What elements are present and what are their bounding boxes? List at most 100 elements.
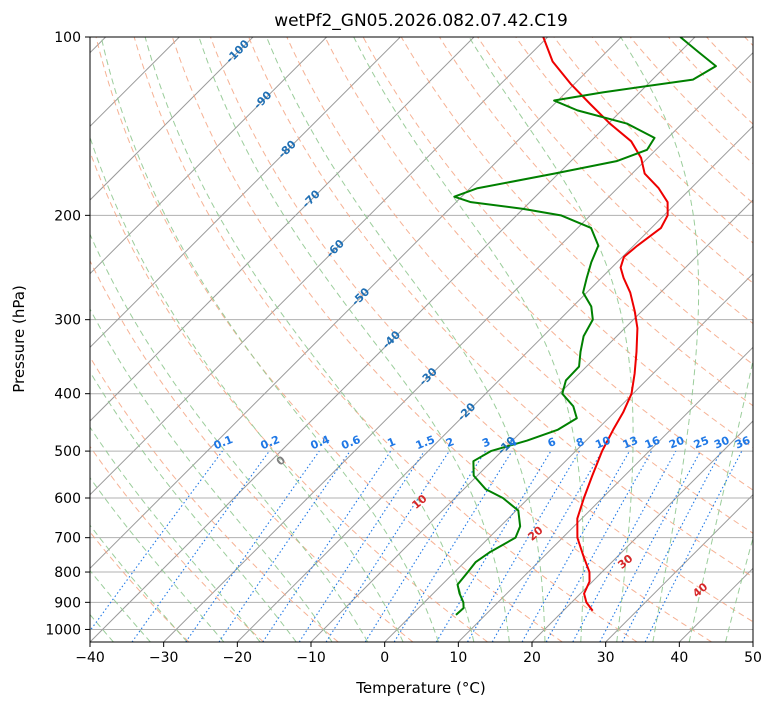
dry-adiabat-line: [324, 37, 753, 491]
mixing-ratio-label: 3: [480, 435, 492, 450]
isotherm-line: [310, 199, 753, 642]
dry-adiabat-line: [133, 37, 638, 642]
mixing-ratio-line: [325, 450, 450, 642]
isotherm-line: [90, 37, 696, 642]
mixing-ratio-line: [218, 450, 351, 642]
y-axis-ticks: 100 200 300 400 500 600 700 800 900 1000: [45, 30, 90, 638]
x-tick-label: 50: [744, 650, 762, 666]
dry-adiabat-line: [90, 150, 488, 642]
plot-area: -100-90-80-70-60-50-40-30-20-100.1 0.2 0.4…: [90, 37, 753, 642]
moist-adiabat-line: [688, 358, 753, 642]
moist-adiabat-line: [90, 135, 404, 642]
mixing-ratio-label: 1: [386, 435, 398, 450]
dry-adiabat-line: [248, 37, 753, 578]
moist-adiabat-line: [90, 524, 188, 642]
isotherm-line: [90, 37, 475, 422]
mixing-ratio-label: 13: [621, 434, 640, 452]
moist-adiabat-line: [90, 308, 333, 642]
mixing-ratio-label: 10: [593, 434, 612, 452]
mixing-ratio-line: [131, 450, 270, 642]
x-tick-label: 10: [449, 650, 467, 666]
dry-adiabat-line: [362, 37, 753, 449]
y-tick-label: 400: [54, 387, 81, 403]
profile-series: [453, 37, 717, 616]
isobar-grid: [90, 37, 753, 630]
isotherm-line: [90, 37, 328, 275]
dry-adiabat-line: [629, 37, 753, 165]
mixing-ratio-label: 2: [444, 435, 456, 450]
dry-adiabat-line: [515, 37, 753, 284]
plot-frame: [89, 36, 754, 643]
isotherm-line: [90, 37, 623, 570]
moist-adiabat-line: [90, 233, 369, 642]
dry-adiabat-line: [90, 356, 339, 642]
mixing-ratio-line: [90, 450, 223, 632]
x-tick-label: −20: [223, 650, 253, 666]
dry-adiabats: [90, 37, 753, 642]
isotherm-line: [163, 51, 753, 642]
y-tick-label: 200: [54, 208, 81, 224]
moist-adiabat-line: [266, 37, 546, 642]
mixing-ratio-label: 30: [712, 434, 731, 452]
mixing-ratio-line: [467, 450, 580, 642]
moist-adiabat-line: [198, 37, 510, 642]
moist-adiabat-line: [90, 476, 225, 642]
moist-adiabat-line: [620, 37, 700, 642]
y-tick-label: 800: [54, 565, 81, 581]
mixing-ratio-line: [572, 450, 677, 642]
dry-adiabat-line: [667, 37, 753, 125]
isotherm-line: [90, 37, 549, 496]
x-tick-label: 0: [380, 650, 389, 666]
mixing-ratio-line: [393, 450, 513, 642]
y-tick-label: 900: [54, 595, 81, 611]
isotherm-grid: [90, 37, 753, 642]
x-tick-label: 40: [670, 650, 688, 666]
isotherm-line: [384, 272, 753, 642]
mixing-ratio-label: 25: [692, 434, 711, 452]
mixing-ratio-lines: [90, 450, 743, 642]
y-tick-label: 500: [54, 444, 81, 460]
mixing-ratio-label: 20: [667, 434, 686, 452]
mixing-ratio-line: [521, 450, 630, 642]
mixing-ratio-line: [491, 450, 603, 642]
y-tick-label: 600: [54, 491, 81, 507]
moist-adiabat-line: [100, 37, 439, 642]
moist-adiabat-line: [353, 37, 584, 642]
y-tick-label: 300: [54, 313, 81, 329]
y-tick-label: 1000: [45, 622, 81, 638]
dry-adiabat-line: [286, 37, 753, 534]
mixing-ratio-line: [435, 450, 552, 642]
y-tick-label: 700: [54, 531, 81, 547]
dry-adiabat-line: [90, 531, 190, 642]
x-tick-label: −10: [296, 650, 326, 666]
dry-adiabat-line: [400, 37, 753, 407]
dry-adiabat-line: [477, 37, 753, 325]
x-tick-label: 30: [597, 650, 615, 666]
mixing-ratio-label: 16: [643, 434, 662, 452]
isotherm-line: [90, 37, 402, 349]
y-tick-label: 100: [54, 30, 81, 46]
x-tick-label: −40: [75, 650, 105, 666]
mixing-ratio-line: [364, 450, 486, 642]
isotherm-line: [90, 37, 181, 128]
dry-adiabat-line: [95, 37, 563, 642]
isotherm-line: [90, 37, 254, 201]
x-tick-label: −30: [149, 650, 179, 666]
chart-title: wetPf2_GN05.2026.082.07.42.C19: [274, 11, 568, 31]
x-tick-label: 20: [523, 650, 541, 666]
isotherm-line: [457, 346, 753, 642]
moist-adiabat-line: [90, 370, 297, 642]
mixing-ratio-label: 8: [574, 435, 586, 450]
isotherm-line: [531, 420, 753, 642]
x-axis-label: Temperature (°C): [355, 679, 485, 697]
isotherm-line: [236, 125, 753, 642]
dry-adiabat-line: [171, 37, 712, 642]
y-axis-label: Pressure (hPa): [10, 285, 28, 393]
mixing-ratio-line: [185, 450, 320, 642]
x-axis-ticks: −40 −30 −20 −10 0 10 20 30 40 50: [75, 642, 762, 666]
dry-adiabat-line: [209, 37, 753, 623]
mixing-ratio-label: 36: [733, 434, 752, 452]
moist-adiabat-line: [90, 426, 261, 642]
